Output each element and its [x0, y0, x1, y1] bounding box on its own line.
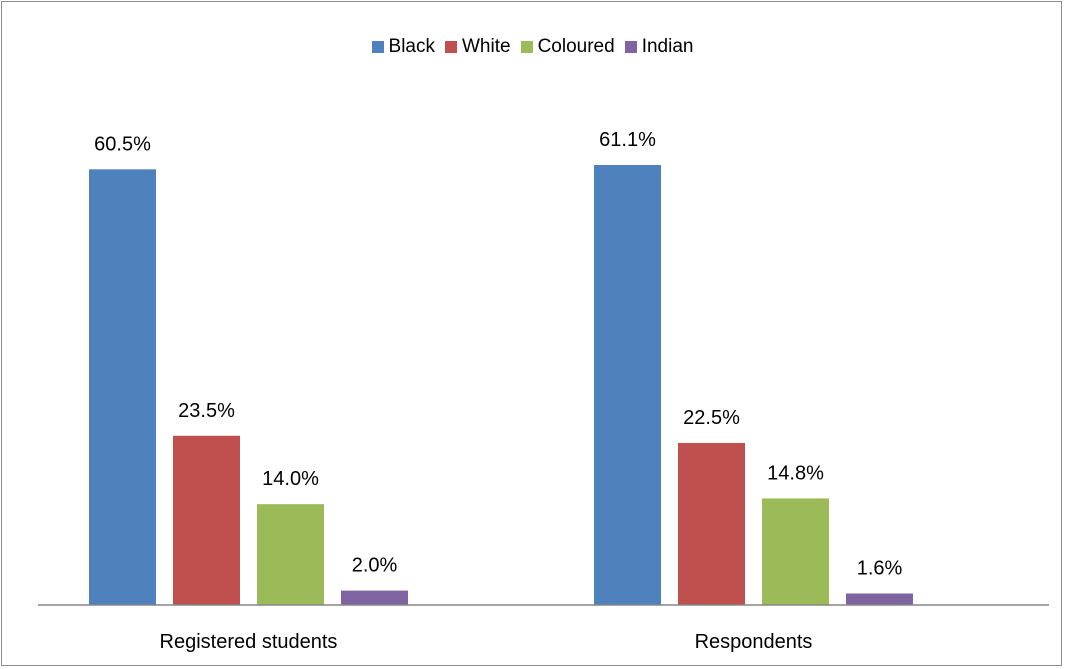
data-labels-group: 60.5% 23.5% 14.0% 2.0% 61.1% 22.5% 14.8% 1.6%	[94, 129, 902, 579]
bar-black-registered-students	[89, 169, 156, 605]
legend-label-white: White	[462, 36, 511, 57]
data-label-white-respondents: 22.5%	[683, 407, 740, 429]
bar-indian-registered-students	[341, 590, 408, 605]
legend-item-white: White	[445, 36, 511, 58]
category-labels-group: Registered students Respondents	[160, 631, 813, 653]
data-label-coloured-respondents: 14.8%	[767, 462, 824, 484]
legend: Black White Coloured Indian	[0, 36, 1065, 58]
legend-label-indian: Indian	[641, 36, 694, 57]
data-label-indian-respondents: 1.6%	[857, 557, 903, 579]
legend-item-black: Black	[371, 36, 435, 58]
bars-group	[89, 165, 913, 605]
bar-coloured-registered-students	[257, 504, 324, 605]
data-label-black-registered-students: 60.5%	[94, 133, 151, 155]
data-label-coloured-registered-students: 14.0%	[262, 468, 319, 490]
legend-swatch-indian	[624, 41, 637, 53]
category-label-respondents: Respondents	[695, 631, 813, 653]
bar-indian-respondents	[846, 593, 913, 605]
legend-swatch-black	[371, 41, 384, 53]
legend-label-black: Black	[388, 36, 435, 57]
legend-label-coloured: Coloured	[537, 36, 615, 57]
bar-white-registered-students	[173, 435, 240, 605]
category-label-registered-students: Registered students	[160, 631, 338, 653]
bar-coloured-respondents	[762, 498, 829, 605]
legend-swatch-coloured	[520, 41, 533, 53]
legend-item-coloured: Coloured	[520, 36, 615, 58]
bar-white-respondents	[678, 442, 745, 605]
data-label-indian-registered-students: 2.0%	[352, 555, 398, 577]
data-label-white-registered-students: 23.5%	[178, 400, 235, 422]
bar-black-respondents	[594, 165, 661, 605]
data-label-black-respondents: 61.1%	[599, 129, 656, 151]
legend-item-indian: Indian	[624, 36, 694, 58]
legend-swatch-white	[445, 41, 457, 53]
